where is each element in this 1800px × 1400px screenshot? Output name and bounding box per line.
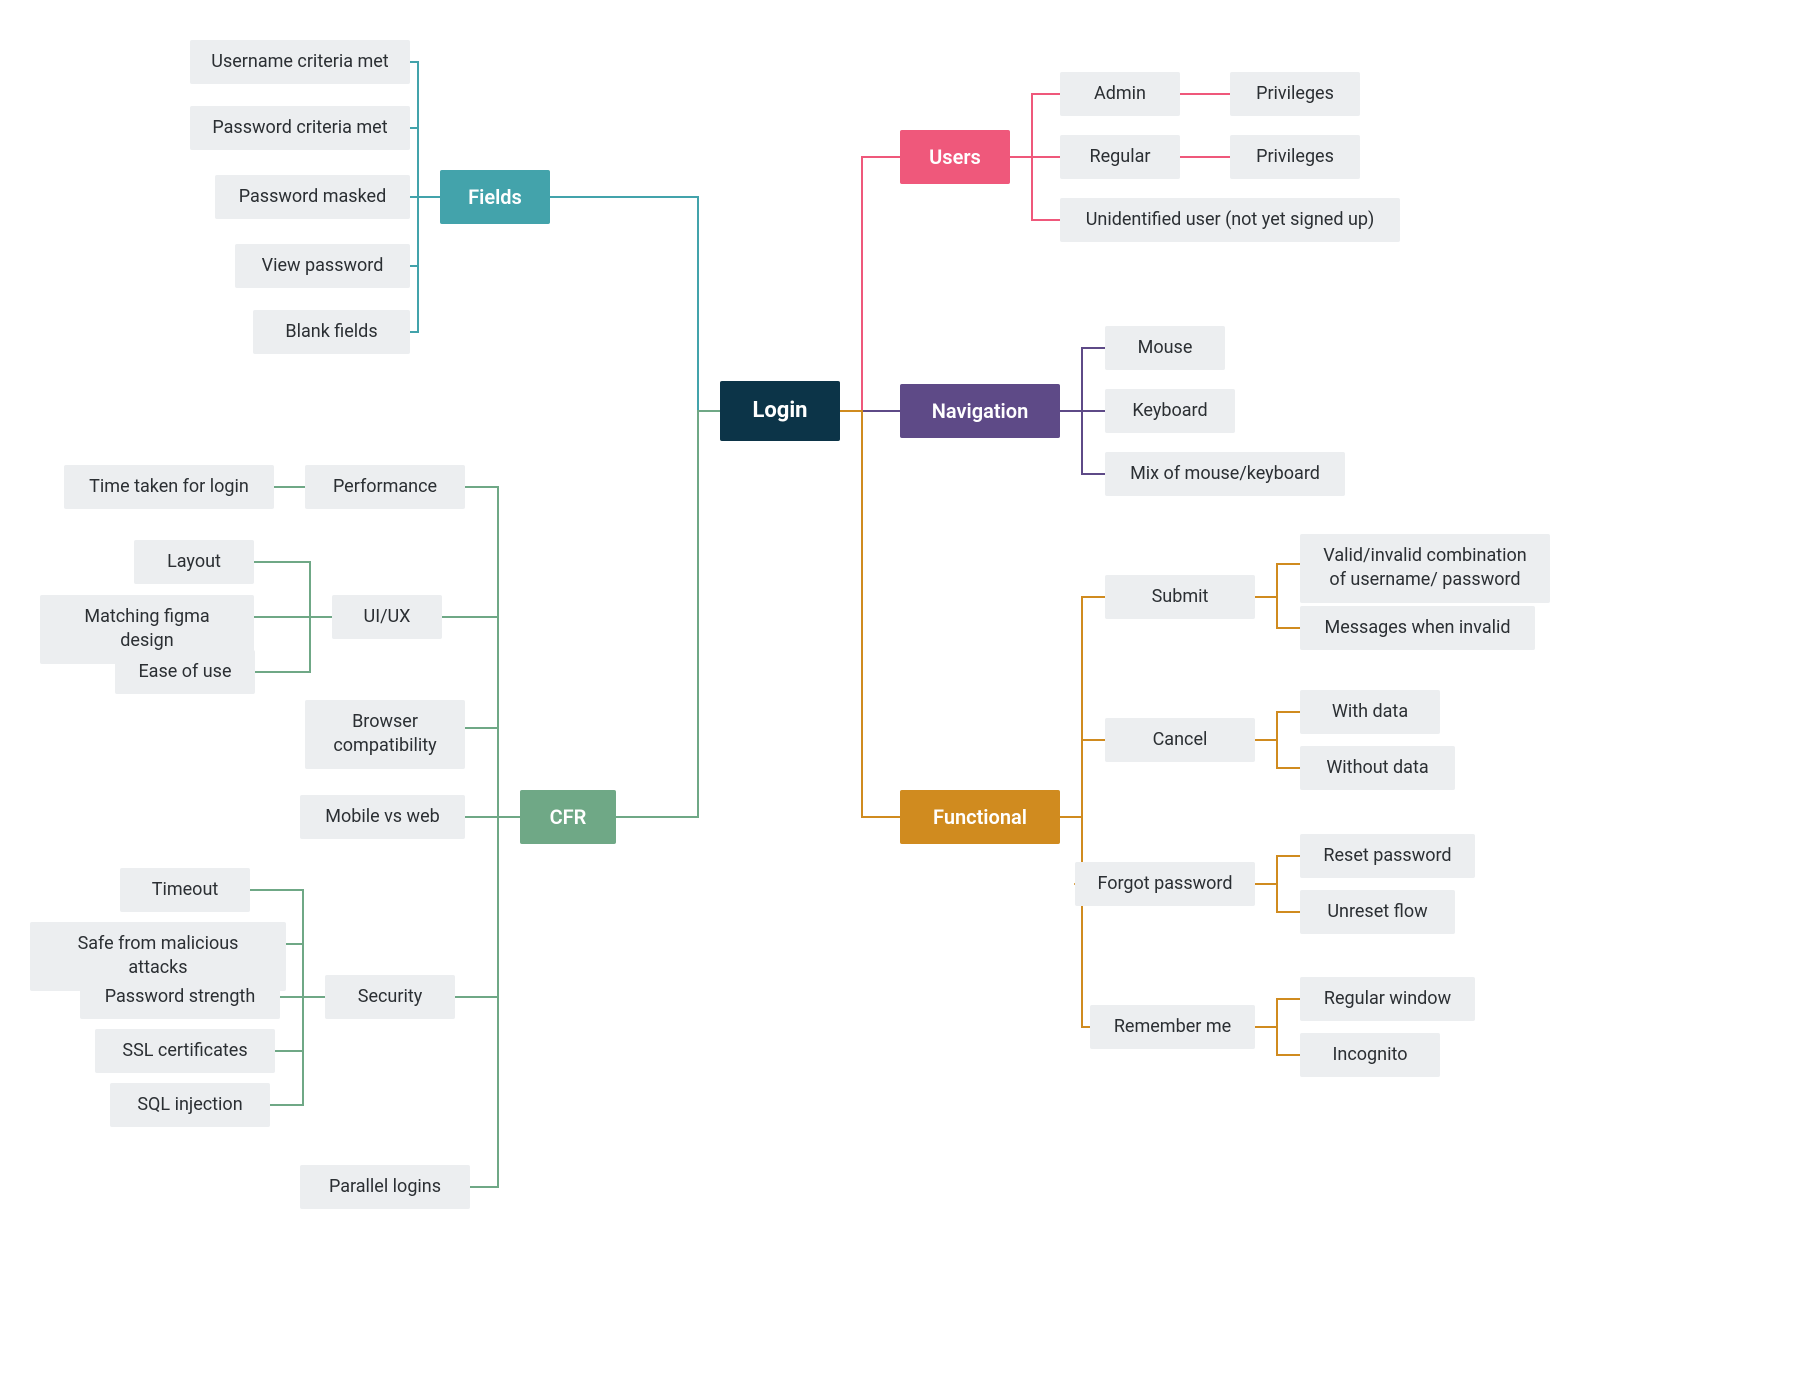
edge-fn_submit-fn_s_msg — [1255, 597, 1300, 628]
node-c_security: Security — [325, 975, 455, 1019]
edge-login-cfr — [616, 411, 720, 817]
node-f_username: Username criteria met — [190, 40, 410, 84]
edge-users-u_unident — [1010, 157, 1060, 220]
edge-login-fields — [550, 197, 720, 411]
node-c_s_ssl: SSL certificates — [95, 1029, 275, 1073]
node-f_masked: Password masked — [215, 175, 410, 219]
edge-functional-fn_remember — [1060, 817, 1090, 1027]
node-fn_r_inc: Incognito — [1300, 1033, 1440, 1077]
edge-fn_forgot-fn_f_reset — [1255, 856, 1300, 884]
node-fn_forgot: Forgot password — [1075, 862, 1255, 906]
node-u_priv1: Privileges — [1230, 72, 1360, 116]
node-c_uiux: UI/UX — [332, 595, 442, 639]
node-n_keyboard: Keyboard — [1105, 389, 1235, 433]
node-f_blank: Blank fields — [253, 310, 410, 354]
node-navigation: Navigation — [900, 384, 1060, 438]
node-fn_submit: Submit — [1105, 575, 1255, 619]
edge-cfr-c_parallel — [470, 817, 520, 1187]
node-f_view: View password — [235, 244, 410, 288]
edge-c_security-c_s_ssl — [275, 997, 325, 1051]
node-f_password: Password criteria met — [190, 106, 410, 150]
node-c_s_timeout: Timeout — [120, 868, 250, 912]
edge-fn_remember-fn_r_inc — [1255, 1027, 1300, 1055]
node-functional: Functional — [900, 790, 1060, 844]
edge-fields-f_blank — [410, 197, 440, 332]
edge-cfr-c_security — [455, 817, 520, 997]
node-c_browser: Browser compatibility — [305, 700, 465, 769]
edge-c_uiux-c_u_ease — [255, 617, 332, 672]
node-fn_r_reg: Regular window — [1300, 977, 1475, 1021]
edge-fields-f_username — [410, 62, 440, 197]
node-c_u_layout: Layout — [134, 540, 254, 584]
edge-functional-fn_submit — [1060, 597, 1105, 817]
node-users: Users — [900, 130, 1010, 184]
node-fn_s_valid: Valid/invalid combination of username/ p… — [1300, 534, 1550, 603]
node-c_mobile: Mobile vs web — [300, 795, 465, 839]
node-c_u_ease: Ease of use — [115, 650, 255, 694]
node-fn_c_without: Without data — [1300, 746, 1455, 790]
node-u_admin: Admin — [1060, 72, 1180, 116]
edge-functional-fn_cancel — [1060, 740, 1105, 817]
node-n_mix: Mix of mouse/keyboard — [1105, 452, 1345, 496]
node-fn_s_msg: Messages when invalid — [1300, 606, 1535, 650]
node-n_mouse: Mouse — [1105, 326, 1225, 370]
edge-fn_cancel-fn_c_without — [1255, 740, 1300, 768]
edge-fn_forgot-fn_f_unreset — [1255, 884, 1300, 912]
edge-cfr-c_browser — [465, 728, 520, 817]
mindmap-canvas: Login Fields Users Navigation Functional CFR U… — [0, 0, 1800, 1400]
edge-users-u_admin — [1010, 94, 1060, 157]
node-c_s_sql: SQL injection — [110, 1083, 270, 1127]
edge-cfr-c_perf — [465, 487, 520, 817]
edge-fields-f_password — [410, 128, 440, 197]
node-fn_cancel: Cancel — [1105, 718, 1255, 762]
edge-login-users — [840, 157, 900, 411]
edge-fn_submit-fn_s_valid — [1255, 564, 1300, 597]
node-u_priv2: Privileges — [1230, 135, 1360, 179]
node-login: Login — [720, 381, 840, 441]
node-fn_c_with: With data — [1300, 690, 1440, 734]
edge-navigation-n_mouse — [1060, 348, 1105, 411]
edge-fn_cancel-fn_c_with — [1255, 712, 1300, 740]
node-u_unident: Unidentified user (not yet signed up) — [1060, 198, 1400, 242]
node-fn_f_reset: Reset password — [1300, 834, 1475, 878]
edge-c_security-c_s_safe — [286, 944, 325, 997]
edge-navigation-n_mix — [1060, 411, 1105, 474]
node-fields: Fields — [440, 170, 550, 224]
node-c_parallel: Parallel logins — [300, 1165, 470, 1209]
node-c_s_pwd: Password strength — [80, 975, 280, 1019]
node-u_regular: Regular — [1060, 135, 1180, 179]
node-fn_f_unreset: Unreset flow — [1300, 890, 1455, 934]
node-c_perf: Performance — [305, 465, 465, 509]
node-fn_remember: Remember me — [1090, 1005, 1255, 1049]
node-c_p_time: Time taken for login — [64, 465, 274, 509]
edge-login-functional — [840, 411, 900, 817]
edge-fn_remember-fn_r_reg — [1255, 999, 1300, 1027]
edge-fields-f_view — [410, 197, 440, 266]
edge-c_uiux-c_u_layout — [254, 562, 332, 617]
node-cfr: CFR — [520, 790, 616, 844]
